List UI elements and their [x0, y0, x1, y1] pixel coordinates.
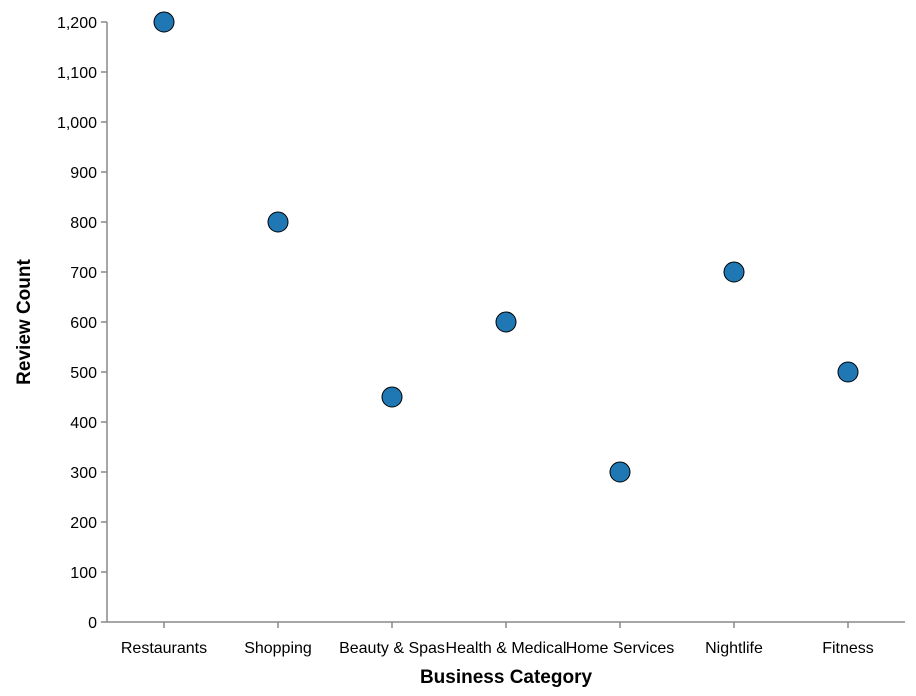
x-axis: Restaurants Shopping Beauty & Spas Health &…	[107, 621, 905, 657]
x-tick-label: Fitness	[822, 640, 874, 657]
y-tick-label: 900	[70, 165, 97, 182]
data-point	[609, 461, 631, 483]
x-tick-label: Shopping	[244, 640, 312, 657]
y-tick-label: 700	[70, 265, 97, 282]
y-tick-label: 200	[70, 515, 97, 532]
y-tick-label: 800	[70, 215, 97, 232]
y-axis: 0 100 200 300 400 500 600 700 800 900 1,000 1,100 1,…	[57, 15, 108, 632]
y-axis-title: Review Count	[14, 259, 35, 385]
data-point	[837, 361, 859, 383]
y-tick-label: 600	[70, 315, 97, 332]
x-axis-title: Business Category	[420, 667, 593, 688]
data-point	[267, 211, 289, 233]
x-tick-label: Home Services	[566, 640, 674, 657]
y-tick-label: 500	[70, 365, 97, 382]
data-point	[495, 311, 517, 333]
y-tick-label: 1,000	[57, 115, 97, 132]
y-tick-label: 1,200	[57, 15, 97, 32]
y-tick-label: 1,100	[57, 65, 97, 82]
y-tick-label: 400	[70, 415, 97, 432]
x-tick-label: Health & Medical	[446, 640, 567, 657]
x-tick-label: Beauty & Spas	[339, 640, 445, 657]
data-point	[723, 261, 745, 283]
x-tick-label: Restaurants	[121, 640, 207, 657]
y-tick-label: 300	[70, 465, 97, 482]
data-point	[381, 386, 403, 408]
x-tick-label: Nightlife	[705, 640, 763, 657]
data-point	[153, 11, 175, 33]
y-tick-label: 100	[70, 565, 97, 582]
data-points	[153, 11, 859, 483]
y-tick-label: 0	[88, 615, 97, 632]
